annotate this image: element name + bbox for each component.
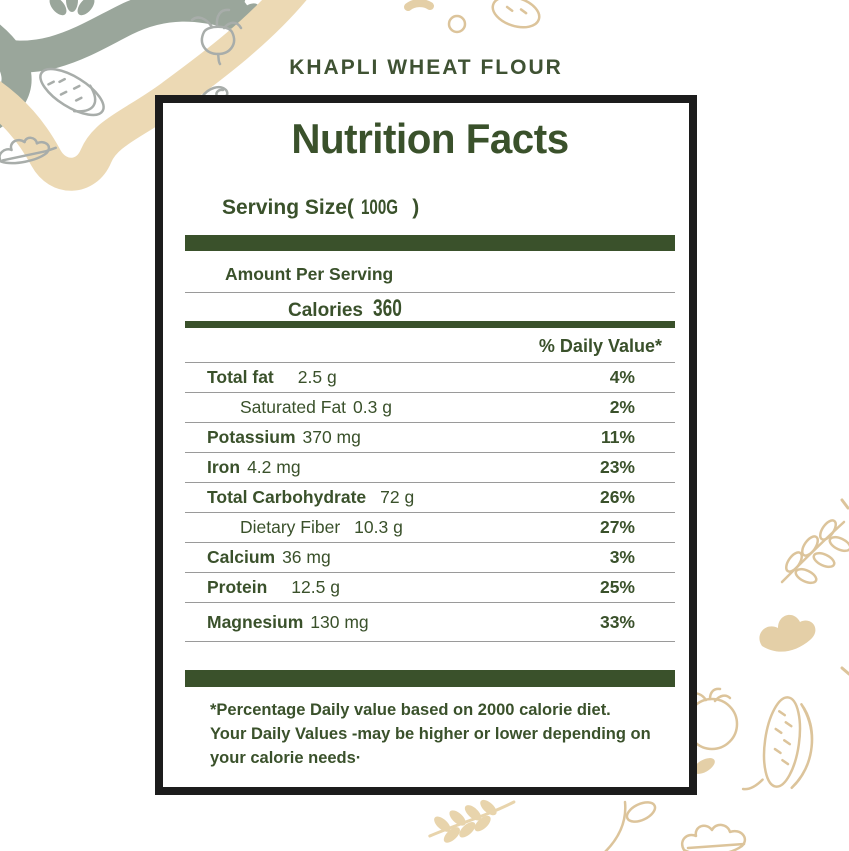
nutrient-name: Potassium [207,427,296,447]
nutrient-name: Total Carbohydrate [207,487,367,507]
oak-leaf-icon [0,136,57,165]
nutrient-name: Iron [207,457,241,477]
footnote-line: your calorie needs· [210,749,362,767]
footnote: *Percentage Daily value based on 2000 ca… [185,698,675,770]
nutrient-daily-value: 27% [599,517,635,537]
nutrient-daily-value: 4% [609,367,635,387]
edge-dash-icon [840,498,849,676]
nutrient-row-dietary-fiber: Dietary Fiber 10.3 g 27% [185,513,675,543]
divider-bar-bottom [185,670,675,687]
nutrient-name: Calcium [207,547,276,567]
lemon-icon [491,0,541,29]
nutrient-daily-value: 26% [599,487,635,507]
dash-icon [404,0,434,11]
serving-size-label: Serving Size( [222,196,354,219]
nutrient-row-protein: Protein 12.5 g 25% [185,573,675,603]
footnote-line: Your Daily Values -may be higher or lowe… [210,725,651,743]
dot-icon [447,14,467,34]
oakleaf-bottom-icon [680,823,747,851]
nutrient-amount: 370 mg [302,427,361,447]
nutrient-name: Total fat [207,367,274,387]
calories-line: Calories 360 [185,293,675,321]
calories-label: Calories [288,300,363,321]
label-title: Nutrition Facts [291,115,569,162]
amount-per-serving: Amount Per Serving [185,263,675,293]
beige-doodles [404,0,849,851]
nutrient-amount: 36 mg [282,547,331,567]
nutrient-name: Dietary Fiber [240,517,341,537]
nutrient-amount: 2.5 g [297,367,337,387]
daily-value-header: % Daily Value* [185,328,675,363]
nutrient-amount: 12.5 g [291,577,340,597]
nutrient-daily-value: 25% [599,577,635,597]
nutrient-name: Saturated Fat [240,397,347,417]
nutrient-amount: 72 g [380,487,415,507]
serving-size: Serving Size( 100G) [185,195,675,221]
footnote-line: *Percentage Daily value based on 2000 ca… [210,701,611,719]
nutrient-row-total-carbohydrate: Total Carbohydrate 72 g 26% [185,483,675,513]
nutrient-daily-value: 11% [600,427,635,447]
nutrient-daily-value: 2% [609,397,635,417]
serving-size-value: 100G [360,196,398,219]
fern-icon [428,799,516,843]
nutrition-facts-label: Nutrition Facts Serving Size( 100G) Amoun… [155,95,697,795]
heart-icon [759,614,816,652]
calories-value: 360 [372,295,402,322]
branch-icon [780,519,849,585]
nutrient-name: Protein [207,577,268,597]
corn-icon [39,67,105,117]
nutrient-daily-value: 3% [609,547,635,567]
nutrient-amount: 130 mg [310,611,369,632]
gray-doodles [0,8,243,165]
serving-size-close: ) [412,196,420,219]
product-title: KHAPLI WHEAT FLOUR [289,56,563,79]
divider-bar-mid [185,321,675,328]
nutrient-row-potassium: Potassium 370 mg 11% [185,423,675,453]
nutrient-amount: 4.2 mg [247,457,301,477]
sage-leaf-icon [49,0,259,17]
nutrient-amount: 10.3 g [354,517,403,537]
nutrient-daily-value: 33% [599,611,635,632]
nutrient-row-saturated-fat: Saturated Fat 0.3 g 2% [185,393,675,423]
nutrient-amount: 0.3 g [353,397,392,417]
radish-icon [190,8,243,66]
corn-right-icon [741,696,814,791]
sprig-icon [604,800,657,851]
nutrient-table: Total fat 2.5 g 4% Saturated Fat 0.3 g 2… [185,363,675,642]
nutrient-name: Magnesium [207,611,304,632]
nutrient-row-calcium: Calcium 36 mg 3% [185,543,675,573]
nutrient-row-magnesium: Magnesium 130 mg 33% [185,603,675,642]
nutrient-daily-value: 23% [599,457,635,477]
divider-bar-top [185,235,675,251]
nutrient-row-total-fat: Total fat 2.5 g 4% [185,363,675,393]
nutrient-row-iron: Iron 4.2 mg 23% [185,453,675,483]
